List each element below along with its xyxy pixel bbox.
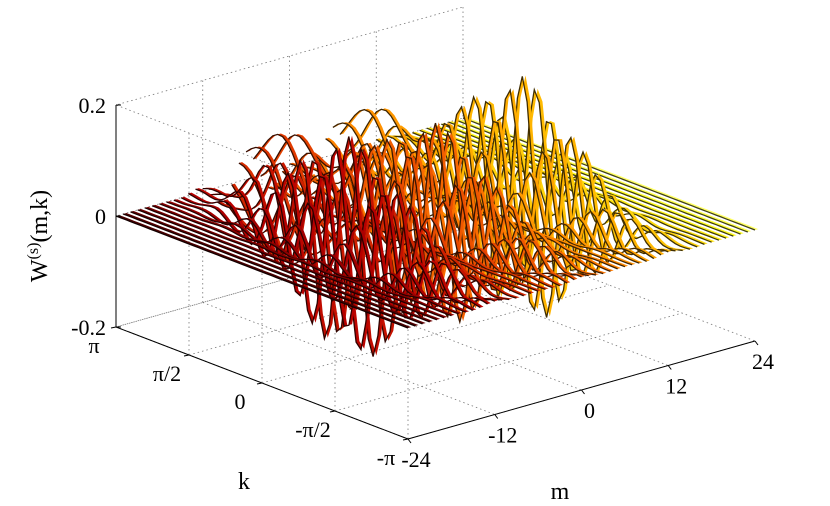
z-axis-label: W(s)(m,k)	[25, 190, 53, 282]
surface-strip	[130, 211, 426, 324]
axes-layer	[110, 104, 759, 444]
surface-layer	[115, 75, 759, 357]
surface-edge	[455, 119, 749, 233]
x-tick-label: 24	[752, 349, 774, 374]
x-tick-label: -24	[401, 447, 430, 472]
surface-edge	[122, 213, 416, 327]
x-axis-label: m	[551, 479, 570, 505]
surface-strip	[195, 147, 491, 350]
surface-edge	[289, 122, 582, 325]
x-tick-mark	[667, 365, 672, 370]
z-tick-label: 0.2	[79, 93, 107, 118]
x-tick-label: 0	[584, 398, 595, 423]
surface-edge	[144, 207, 438, 321]
surface-strip	[369, 89, 665, 310]
z-tick-label: 0	[95, 204, 106, 229]
surface-strip	[463, 117, 759, 230]
surface-strip	[260, 134, 556, 288]
y-tick-label: -π	[377, 445, 395, 470]
x-tick-mark	[407, 438, 412, 444]
x-tick-mark	[754, 340, 759, 346]
tick-labels: -24 -12 0 12 24 π π/2 0 -π/2 -π 0.2 0 -0.2	[71, 93, 774, 472]
surface-edge	[137, 209, 430, 323]
surface-strip	[137, 209, 433, 322]
surface-strip	[412, 131, 708, 245]
y-tick-mark	[183, 354, 190, 357]
surface-edge	[375, 76, 669, 318]
surface-strip	[116, 215, 412, 328]
surface-strip	[347, 108, 643, 264]
y-tick-label: 0	[235, 389, 246, 414]
surface-edge	[202, 136, 496, 357]
surface-strip	[231, 183, 527, 296]
surface-edge	[115, 215, 409, 329]
surface-strip	[144, 206, 441, 320]
y-tick-label: π/2	[153, 361, 181, 386]
x-tick-mark	[581, 389, 585, 395]
x-tick-label: -12	[488, 423, 517, 448]
x-tick-mark	[494, 414, 499, 419]
surface-edge	[151, 205, 445, 319]
surface-edge	[159, 203, 452, 317]
z-tick-label: -0.2	[71, 315, 106, 340]
y-tick-mark	[256, 382, 263, 385]
x-tick-label: 12	[665, 374, 687, 399]
surface-strip	[123, 213, 419, 326]
surface-edge	[130, 211, 423, 325]
y-tick-mark	[110, 326, 117, 329]
grid-line	[334, 312, 683, 412]
surface-edge	[166, 201, 459, 315]
y-tick-mark	[329, 410, 336, 413]
grid-line	[261, 284, 610, 384]
y-axis-label: k	[238, 469, 250, 495]
y-tick-label: -π/2	[295, 417, 331, 442]
y-tick-mark	[402, 438, 409, 441]
surface-edge	[462, 117, 756, 231]
y-tick-label: π	[88, 333, 99, 358]
surface-edge	[195, 146, 488, 352]
